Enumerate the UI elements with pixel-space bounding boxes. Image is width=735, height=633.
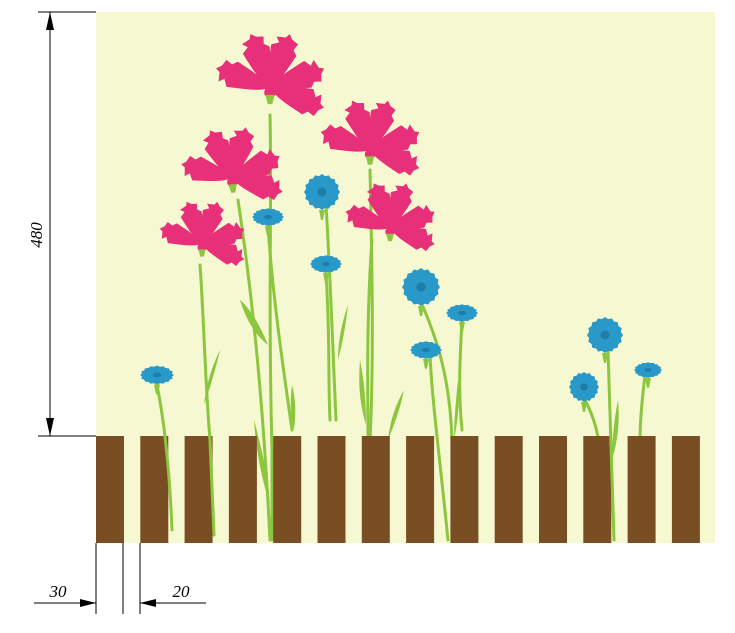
fence xyxy=(96,436,700,543)
leaf xyxy=(290,385,296,430)
fence-slat xyxy=(228,436,257,543)
blue-flower xyxy=(252,208,284,226)
flower-calyx xyxy=(319,210,325,220)
leaf xyxy=(388,390,404,440)
blue-flower xyxy=(634,362,662,378)
pink-flower xyxy=(181,127,283,201)
flower-stem xyxy=(418,298,454,442)
flower-stem xyxy=(366,238,374,442)
flower-stem xyxy=(198,263,216,537)
width-dimension xyxy=(34,543,206,614)
flower-stem xyxy=(324,203,338,422)
flower-stem xyxy=(324,273,332,422)
flower-calyx xyxy=(154,384,160,395)
stems-front-layer xyxy=(155,263,616,542)
blue-flower xyxy=(410,341,442,359)
leaf xyxy=(240,300,268,345)
flower-stem xyxy=(638,373,647,442)
fence-slat xyxy=(361,436,390,543)
blue-flower xyxy=(140,365,174,385)
leaf xyxy=(254,420,270,505)
blue-flower xyxy=(587,317,623,353)
blue-flower xyxy=(310,255,342,273)
fence-slat xyxy=(671,436,700,543)
flower-calyx xyxy=(459,321,465,332)
fence-slat xyxy=(140,436,169,543)
flower-stem xyxy=(428,353,450,542)
flowers-layer xyxy=(140,33,662,412)
flower-calyx xyxy=(581,402,587,412)
fence-slat xyxy=(450,436,479,543)
flower-stem xyxy=(155,383,174,532)
leaf xyxy=(338,305,348,360)
leaf xyxy=(454,380,459,440)
fence-slat xyxy=(627,436,656,543)
fence-slat xyxy=(583,436,612,543)
fence-slat xyxy=(494,436,523,543)
flower-calyx xyxy=(323,272,329,283)
pink-flower xyxy=(159,201,245,267)
fence-slat xyxy=(184,436,213,543)
fence-slat xyxy=(406,436,435,543)
flower-calyx xyxy=(265,225,271,236)
flower-calyx xyxy=(423,358,429,369)
gap-width-label: 20 xyxy=(173,582,191,601)
blue-flower xyxy=(402,268,440,306)
leaf xyxy=(359,360,366,425)
fence-slat xyxy=(317,436,346,543)
flower-stem xyxy=(266,223,294,432)
height-dimension xyxy=(38,11,96,437)
blue-flower xyxy=(304,174,340,210)
leaf xyxy=(612,400,619,460)
pink-flower xyxy=(320,100,420,176)
pink-flower xyxy=(345,183,435,252)
fence-slat xyxy=(96,436,124,543)
flower-stem xyxy=(368,168,374,442)
flower-stem xyxy=(606,348,616,542)
fence-slat xyxy=(273,436,302,543)
pink-flower xyxy=(215,33,325,117)
flower-calyx xyxy=(602,353,608,363)
blue-flower xyxy=(446,304,478,322)
height-label: 480 xyxy=(27,222,46,248)
blue-flower xyxy=(569,372,599,402)
flower-calyx xyxy=(645,377,651,388)
flower-calyx xyxy=(418,306,424,316)
fence-slat xyxy=(539,436,567,543)
slat-width-label: 30 xyxy=(49,582,68,601)
